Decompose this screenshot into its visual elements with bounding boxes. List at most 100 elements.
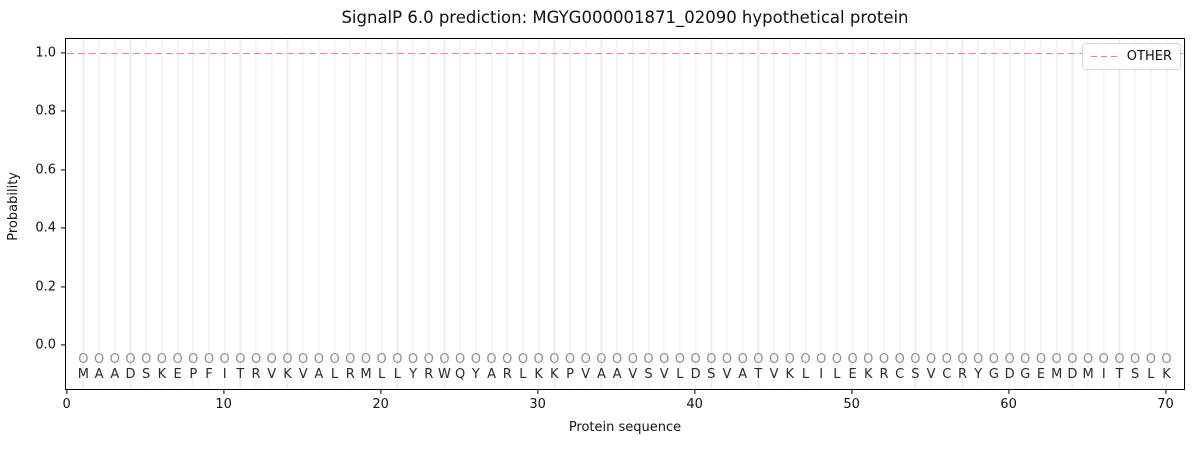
residue-marker-icon: O <box>973 352 984 367</box>
residue-letter: Y <box>471 367 480 382</box>
gridline <box>867 39 869 389</box>
residue-marker-icon: O <box>423 352 434 367</box>
gridline <box>1071 39 1073 389</box>
residue-letter: I <box>819 367 824 382</box>
residue-marker-icon: O <box>219 352 230 367</box>
residue-marker-icon: O <box>690 352 701 367</box>
residue-letter: V <box>659 367 669 382</box>
residue-letter: A <box>314 367 324 382</box>
x-tick-label: 60 <box>1000 397 1017 412</box>
gridline <box>428 39 430 389</box>
residue-marker-icon: O <box>910 352 921 367</box>
gridline <box>145 39 147 389</box>
residue-letter: S <box>142 367 151 382</box>
residue-letter: G <box>988 367 999 382</box>
residue-letter: V <box>581 367 591 382</box>
gridline <box>475 39 477 389</box>
gridline <box>1024 39 1026 389</box>
residue-letter: I <box>1101 367 1106 382</box>
residue-letter: A <box>738 367 748 382</box>
gridline <box>129 39 132 389</box>
residue-marker-icon: O <box>957 352 968 367</box>
residue-marker-icon: O <box>816 352 827 367</box>
gridline <box>914 39 916 389</box>
residue-letter: T <box>1115 367 1124 382</box>
residue-letter: D <box>1004 367 1015 382</box>
x-tick-mark <box>223 390 225 394</box>
residue-letter: M <box>77 367 89 382</box>
gridline <box>82 39 84 389</box>
gridline <box>98 39 100 389</box>
gridline <box>899 39 901 389</box>
residue-letter: K <box>283 367 292 382</box>
gridline <box>318 39 320 389</box>
residue-letter: L <box>801 367 810 382</box>
gridline <box>616 39 618 389</box>
gridline <box>208 39 210 389</box>
residue-letter: T <box>754 367 763 382</box>
gridline <box>333 39 336 389</box>
residue-marker-icon: O <box>768 352 780 367</box>
residue-marker-icon: O <box>250 352 262 367</box>
other-series-line <box>67 52 1183 55</box>
gridline <box>585 39 587 389</box>
gridline <box>506 39 508 389</box>
residue-marker-icon: O <box>517 352 529 367</box>
residue-letter: V <box>628 367 638 382</box>
residue-letter: D <box>125 367 136 382</box>
residue-marker-icon: O <box>737 352 748 367</box>
gridline <box>1103 39 1105 389</box>
gridline <box>255 39 257 389</box>
residue-letter: V <box>298 367 308 382</box>
gridline <box>271 39 273 389</box>
residue-marker-icon: O <box>580 352 591 367</box>
gridline <box>490 39 493 389</box>
gridline <box>804 39 807 389</box>
gridline <box>286 39 289 389</box>
gridline <box>1008 39 1011 389</box>
y-tick-label: 0.2 <box>35 279 56 294</box>
gridline <box>726 39 728 389</box>
gridline <box>710 39 712 389</box>
residue-letter: A <box>94 367 104 382</box>
residue-marker-icon: O <box>1082 352 1094 367</box>
gridline <box>538 39 540 389</box>
residue-letter: R <box>502 367 512 382</box>
residue-marker-icon: O <box>627 352 638 367</box>
residue-letter: A <box>612 367 622 382</box>
y-tick-label: 1.0 <box>35 45 56 60</box>
residue-letter: K <box>550 367 559 382</box>
gridline <box>977 39 979 389</box>
residue-letter: E <box>848 367 857 382</box>
residue-letter: V <box>926 367 936 382</box>
residue-marker-icon: O <box>533 352 544 367</box>
residue-marker-icon: O <box>376 352 387 367</box>
residue-letter: K <box>864 367 873 382</box>
x-tick-label: 0 <box>62 397 71 412</box>
residue-marker-icon: O <box>1145 352 1156 367</box>
residue-marker-icon: O <box>455 352 466 367</box>
residue-letter: V <box>267 367 277 382</box>
x-tick-mark <box>694 390 696 394</box>
